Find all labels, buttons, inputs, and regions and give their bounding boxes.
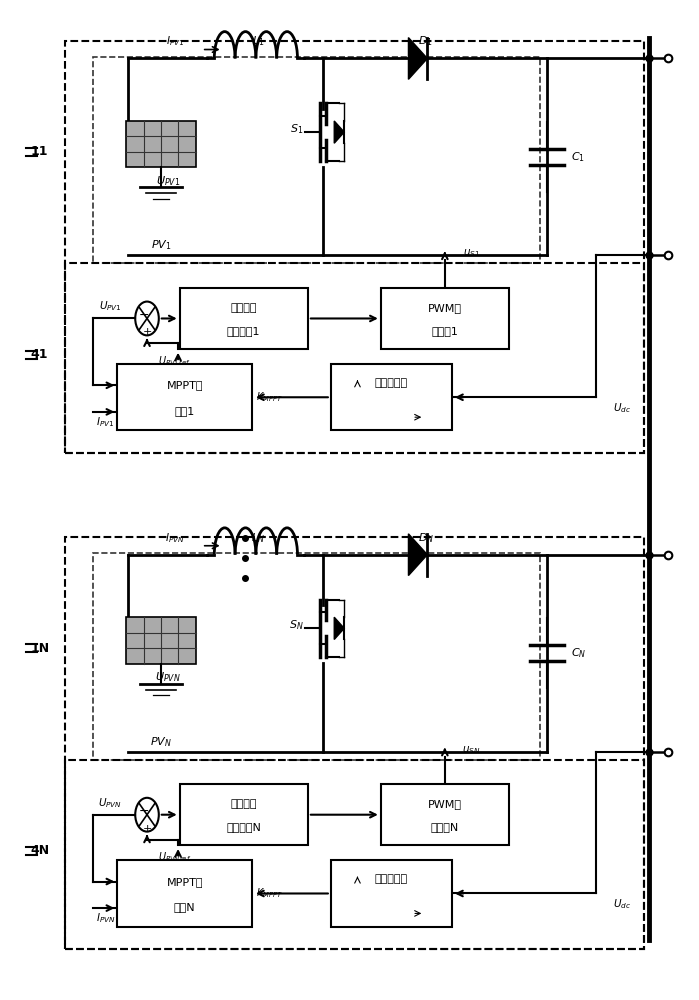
Text: 输入电压: 输入电压 — [231, 303, 257, 313]
Text: 环调节器1: 环调节器1 — [227, 326, 261, 336]
Bar — [93, 553, 540, 760]
Text: +: + — [143, 824, 152, 834]
Text: $K_{MPPT}$: $K_{MPPT}$ — [257, 887, 283, 900]
Bar — [381, 288, 509, 349]
Text: 4N: 4N — [31, 844, 50, 857]
Text: PWM产: PWM产 — [428, 303, 462, 313]
Bar — [331, 364, 452, 430]
Text: $U_{PV1}$: $U_{PV1}$ — [99, 300, 122, 313]
Text: $U_{PVN}$: $U_{PVN}$ — [155, 670, 181, 684]
Bar — [180, 288, 308, 349]
Text: $I_{PV1}$: $I_{PV1}$ — [96, 415, 115, 429]
Text: 下垂控制器: 下垂控制器 — [375, 378, 408, 388]
Text: 制器1: 制器1 — [175, 406, 195, 416]
Text: $U_{PV1}$: $U_{PV1}$ — [156, 174, 180, 188]
Text: $U_{PVN}$: $U_{PVN}$ — [98, 796, 122, 810]
Text: 下垂控制器: 下垂控制器 — [375, 874, 408, 884]
Text: 生电路1: 生电路1 — [431, 326, 459, 336]
Bar — [65, 760, 644, 949]
Text: $S_1$: $S_1$ — [290, 122, 303, 136]
Text: $U_{PV1ref}$: $U_{PV1ref}$ — [159, 354, 191, 368]
Bar — [127, 617, 196, 664]
Text: $D_N$: $D_N$ — [418, 531, 434, 545]
Text: 生电路N: 生电路N — [431, 822, 459, 832]
Bar — [381, 784, 509, 845]
Text: 输入电压: 输入电压 — [231, 799, 257, 809]
Text: $PV_N$: $PV_N$ — [150, 735, 172, 749]
Text: −: − — [139, 805, 150, 818]
Text: −: − — [139, 309, 150, 322]
Text: $K_{MPPT}$: $K_{MPPT}$ — [257, 390, 283, 404]
Text: $u_{S1}$: $u_{S1}$ — [463, 248, 480, 259]
Polygon shape — [334, 617, 344, 639]
Text: 环调节器N: 环调节器N — [226, 822, 261, 832]
Bar — [65, 41, 644, 453]
Text: MPPT控: MPPT控 — [166, 877, 203, 887]
Text: $L_1$: $L_1$ — [252, 35, 264, 48]
Text: $u_{SN}$: $u_{SN}$ — [462, 744, 480, 756]
Polygon shape — [408, 534, 427, 576]
Text: $U_{dc}$: $U_{dc}$ — [613, 401, 631, 415]
Text: PWM产: PWM产 — [428, 799, 462, 809]
Text: $I_{PVN}$: $I_{PVN}$ — [165, 531, 185, 545]
Text: $L_N$: $L_N$ — [251, 531, 265, 545]
Text: $U_{dc}$: $U_{dc}$ — [613, 898, 631, 911]
Bar — [331, 860, 452, 927]
Bar — [127, 121, 196, 167]
Text: $I_{PV1}$: $I_{PV1}$ — [166, 35, 184, 48]
Text: $C_1$: $C_1$ — [571, 150, 585, 164]
Text: 41: 41 — [31, 348, 48, 361]
Text: 制器N: 制器N — [174, 902, 196, 912]
Text: $C_N$: $C_N$ — [570, 646, 586, 660]
Text: $D_1$: $D_1$ — [419, 35, 433, 48]
Text: 1N: 1N — [31, 642, 50, 655]
Bar — [117, 364, 252, 430]
Bar — [117, 860, 252, 927]
Bar — [180, 784, 308, 845]
Text: 11: 11 — [31, 145, 48, 158]
Text: $PV_1$: $PV_1$ — [150, 239, 171, 252]
Text: $S_N$: $S_N$ — [289, 618, 304, 632]
Text: $U_{PVNref}$: $U_{PVNref}$ — [158, 850, 192, 864]
Text: +: + — [143, 327, 152, 337]
Polygon shape — [408, 38, 427, 79]
Bar — [93, 57, 540, 263]
Bar — [65, 263, 644, 453]
Bar — [65, 537, 644, 949]
Text: $I_{PVN}$: $I_{PVN}$ — [96, 911, 115, 925]
Polygon shape — [334, 121, 344, 143]
Text: MPPT控: MPPT控 — [166, 380, 203, 390]
